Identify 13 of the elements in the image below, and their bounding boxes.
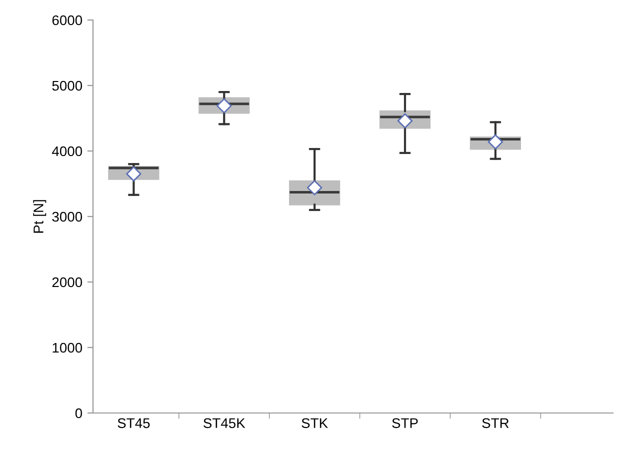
y-tick-label: 6000: [52, 15, 82, 26]
y-tick-label: 1000: [52, 342, 82, 353]
x-tick-label: STR: [482, 418, 509, 428]
x-tick-label: ST45: [118, 418, 150, 428]
y-tick-label: 2000: [52, 277, 82, 288]
y-tick-label: 0: [75, 408, 82, 418]
y-axis-title: Pt [N]: [33, 200, 46, 233]
y-tick-label: 3000: [52, 212, 82, 222]
y-tick-label: 4000: [52, 146, 82, 156]
x-tick-label: STK: [302, 418, 328, 428]
x-tick-label: ST45K: [204, 418, 246, 428]
x-tick-label: STP: [392, 418, 418, 428]
y-tick-label: 5000: [52, 80, 82, 91]
